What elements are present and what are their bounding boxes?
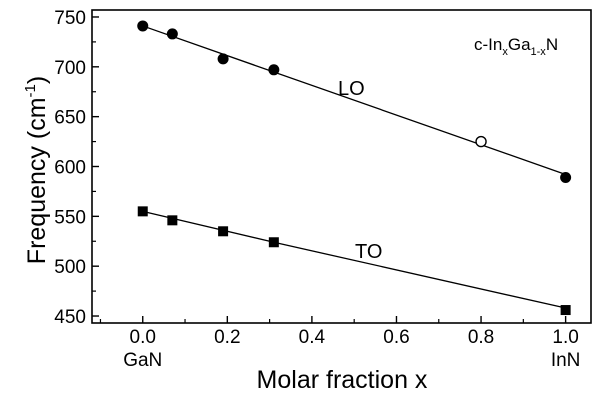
data-point-to [268,237,279,248]
x-tick-label: 0.6 [383,327,409,348]
y-axis-title-close: ) [23,76,51,84]
series-label-lo: LO [338,78,365,100]
y-tick-label: 600 [54,158,86,179]
y-tick-label: 450 [54,307,86,328]
x-endpoint-label: InN [551,350,581,371]
y-axis-title-main: Frequency (cm [23,97,51,264]
series-label-to: TO [355,241,382,263]
data-point-to [167,215,178,226]
data-point-lo [166,28,178,40]
plot-frame [91,9,592,324]
y-tick-label: 550 [54,207,86,228]
x-tick-label: 0.2 [214,327,240,348]
y-tick-label: 500 [54,257,86,278]
annot-sub2: 1-x [531,46,547,58]
data-point-to [560,305,571,316]
x-tick-label: 0.8 [468,327,494,348]
y-tick-label: 750 [54,8,86,29]
data-point-to [218,226,229,237]
x-axis-title: Molar fraction x [257,366,428,394]
x-tick-label: 0.0 [130,327,156,348]
y-axis-title: Frequency (cm-1) [22,76,51,264]
x-endpoint-label: GaN [123,350,162,371]
x-tick-label: 0.4 [299,327,326,348]
fit-line-lo [142,25,566,176]
composition-annotation: c-InxGa1-xN [474,35,558,58]
data-point-lo [217,53,229,65]
y-axis-title-sup: -1 [22,84,39,97]
annot-prefix: c-In [474,35,502,54]
data-point-to [137,206,148,217]
y-tick-label: 650 [54,108,86,129]
data-point-lo [268,64,280,76]
data-point-open-lo [475,135,487,148]
annot-middle: Ga [508,35,531,54]
y-tick-label: 700 [54,58,86,79]
x-tick-label: 1.0 [552,327,578,348]
annot-sub1: x [502,46,508,58]
data-point-lo [560,171,572,183]
data-point-lo [137,20,149,32]
annot-suffix: N [546,35,558,54]
